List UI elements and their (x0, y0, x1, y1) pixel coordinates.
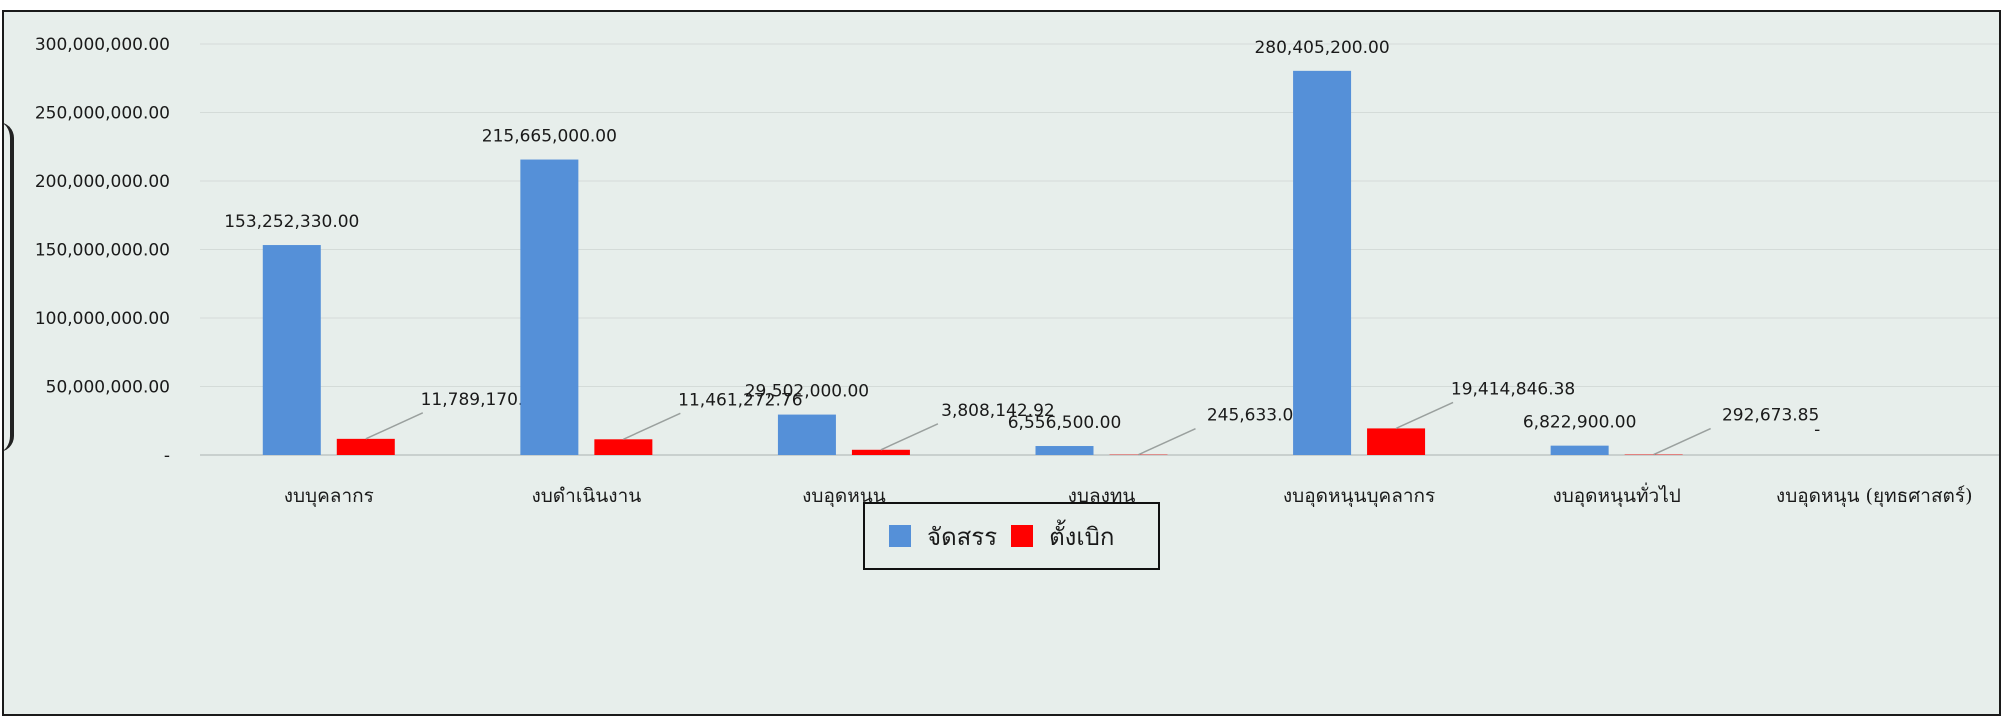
data-label-allocated: 29,502,000.00 (745, 382, 869, 402)
y-tick-label: 200,000,000.00 (35, 172, 170, 192)
data-label-allocated: 280,405,200.00 (1254, 38, 1389, 58)
bar-disbursed (851, 449, 910, 455)
chart-frame: - 50,000,000.00 100,000,000.00 150,000,000.… (2, 10, 2001, 716)
data-label-allocated: 153,252,330.00 (224, 212, 359, 232)
legend-swatch-disbursed (1011, 525, 1034, 547)
x-category-label: งบอุดหนุน (ยุทธศาสตร์) (1776, 485, 1973, 508)
bar-allocated (520, 159, 579, 456)
y-tick-label: 50,000,000.00 (46, 378, 170, 398)
x-category-label: งบดำเนินงาน (531, 485, 641, 507)
legend-swatch-allocated (889, 525, 911, 547)
y-tick-label: 150,000,000.00 (35, 241, 170, 261)
bar-disbursed (336, 438, 395, 455)
data-label-allocated: 215,665,000.00 (482, 127, 617, 147)
data-label-disbursed: 3,808,142.92 (941, 401, 1055, 421)
x-category-label: งบอุดหนุนบุคลากร (1283, 485, 1435, 508)
data-label-disbursed: 245,633.00 (1207, 406, 1304, 426)
y-tick-label: - (164, 446, 170, 466)
y-tick-label: 250,000,000.00 (35, 104, 170, 124)
data-label-disbursed: 292,673.85 (1722, 406, 1819, 426)
leader-line (1395, 401, 1454, 430)
y-tick-label: 300,000,000.00 (35, 35, 170, 55)
data-label-allocated: - (1814, 420, 1820, 440)
y-tick-label: 100,000,000.00 (35, 309, 170, 329)
chart-legend: จัดสรร ตั้งเบิก (863, 502, 1160, 570)
leader-line (1138, 427, 1196, 456)
legend-label-disbursed: ตั้งเบิก (1049, 522, 1115, 551)
leader-line (623, 412, 681, 440)
bar-allocated (1550, 445, 1609, 455)
legend-item-allocated: จัดสรร (889, 517, 997, 556)
data-label-allocated: 6,556,500.00 (1008, 413, 1122, 433)
bar-chart: - 50,000,000.00 100,000,000.00 150,000,000.… (35, 35, 1999, 508)
x-category-label: งบบุคลากร (284, 485, 374, 508)
bar-allocated (1035, 446, 1094, 455)
legend-label-allocated: จัดสรร (927, 522, 998, 551)
bar-allocated (262, 245, 321, 455)
data-label-disbursed: 11,461,272.76 (678, 390, 802, 410)
bar-disbursed (1367, 428, 1426, 455)
bar-allocated (1293, 70, 1352, 455)
data-label-disbursed: 11,789,170.90 (421, 390, 545, 410)
frame-decoration (4, 122, 14, 452)
legend-item-disbursed: ตั้งเบิก (1011, 517, 1114, 556)
data-label-allocated: 6,822,900.00 (1523, 413, 1637, 433)
bar-disbursed (594, 439, 653, 455)
leader-line (1653, 427, 1711, 456)
bar-allocated (777, 414, 836, 455)
data-label-disbursed: 19,414,846.38 (1451, 379, 1575, 399)
x-category-label: งบอุดหนุนทั่วไป (1552, 482, 1680, 508)
leader-line (365, 412, 424, 440)
leader-line (880, 423, 939, 451)
